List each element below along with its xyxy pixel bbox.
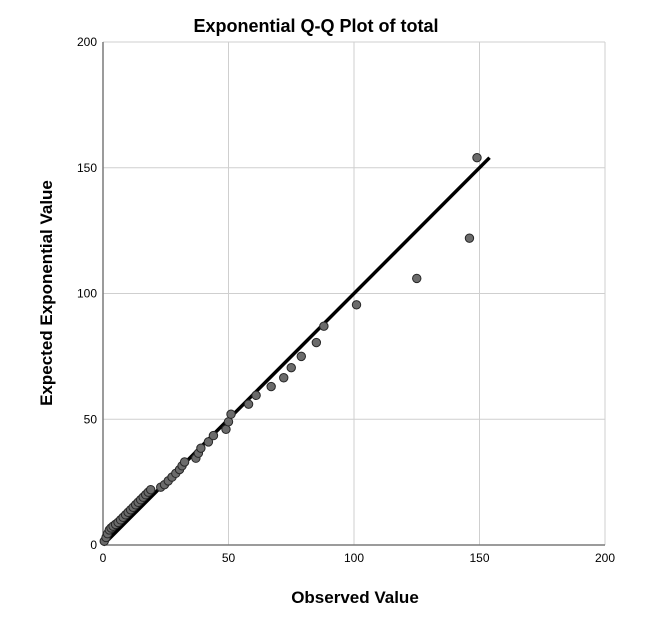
data-point-31 [196, 443, 206, 453]
y-tick-labels: 0 50 100 150 200 [77, 35, 97, 552]
x-tick-label-3: 150 [469, 551, 489, 565]
data-points [99, 152, 482, 546]
x-tick-label-0: 0 [100, 551, 107, 565]
data-point-40 [279, 373, 289, 383]
x-tick-label-4: 200 [595, 551, 615, 565]
data-point-39 [266, 381, 276, 392]
x-tick-label-1: 50 [222, 551, 236, 565]
y-tick-label-4: 200 [77, 35, 97, 49]
data-point-43 [311, 337, 322, 348]
x-tick-labels: 0 50 100 150 200 [100, 551, 616, 565]
chart-title: Exponential Q-Q Plot of total [194, 16, 439, 36]
data-point-33 [208, 430, 219, 441]
data-point-42 [296, 351, 306, 362]
data-point-32 [203, 437, 214, 447]
y-axis-label: Expected Exponential Value [37, 180, 56, 406]
data-point-45 [351, 300, 362, 310]
data-point-44 [319, 321, 329, 331]
y-tick-label-0: 0 [90, 538, 97, 552]
data-point-48 [472, 152, 482, 163]
x-axis-label: Observed Value [291, 588, 419, 607]
y-tick-label-3: 150 [77, 161, 97, 175]
y-tick-label-2: 100 [77, 287, 97, 301]
data-point-36 [226, 409, 236, 419]
data-point-20 [145, 484, 156, 495]
data-point-41 [286, 362, 296, 373]
x-tick-label-2: 100 [344, 551, 364, 565]
data-point-28 [179, 457, 190, 467]
data-point-46 [412, 273, 422, 284]
data-point-47 [464, 233, 475, 243]
data-point-38 [251, 390, 261, 401]
data-point-37 [243, 399, 254, 409]
y-tick-label-1: 50 [84, 412, 98, 426]
